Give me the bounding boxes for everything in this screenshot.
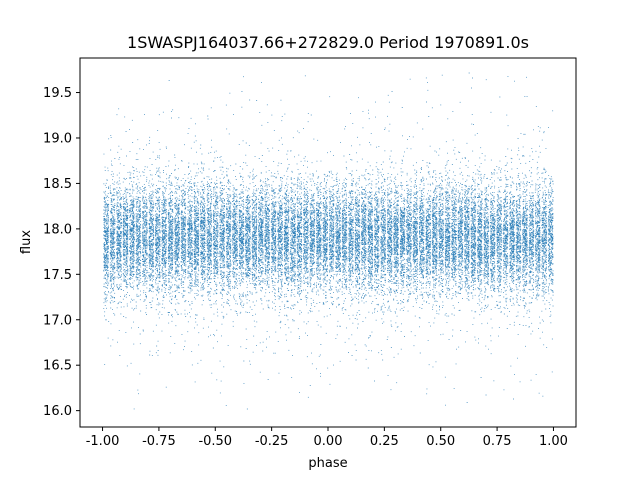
y-axis: 16.0 16.5 17.0 17.5 18.0 18.5 19.0 19.5 <box>43 86 80 419</box>
y-tick-label: 18.0 <box>43 222 72 237</box>
x-tick-label: 0.75 <box>483 434 512 449</box>
y-axis-label: flux <box>19 230 34 254</box>
x-tick-label: -0.50 <box>198 434 232 449</box>
x-tick-label: 0.25 <box>370 434 399 449</box>
data-points <box>103 72 554 410</box>
x-tick-label: -1.00 <box>86 434 120 449</box>
y-tick-label: 19.5 <box>43 86 72 101</box>
x-axis: -1.00 -0.75 -0.50 -0.25 0.00 0.25 0.50 0.75 1.00 <box>86 427 568 449</box>
y-tick-label: 16.0 <box>43 404 72 419</box>
y-tick-label: 19.0 <box>43 131 72 146</box>
x-tick-label: -0.25 <box>255 434 289 449</box>
x-tick-label: -0.75 <box>142 434 176 449</box>
y-tick-label: 17.5 <box>43 268 72 283</box>
y-tick-label: 17.0 <box>43 313 72 328</box>
x-tick-label: 1.00 <box>539 434 568 449</box>
x-axis-label: phase <box>308 456 347 471</box>
x-tick-label: 0.50 <box>426 434 455 449</box>
y-tick-label: 16.5 <box>43 359 72 374</box>
x-tick-label: 0.00 <box>314 434 343 449</box>
chart-title: 1SWASPJ164037.66+272829.0 Period 1970891… <box>127 33 529 52</box>
scatter-points <box>103 80 554 410</box>
y-tick-label: 18.5 <box>43 177 72 192</box>
scatter-points <box>103 76 554 410</box>
